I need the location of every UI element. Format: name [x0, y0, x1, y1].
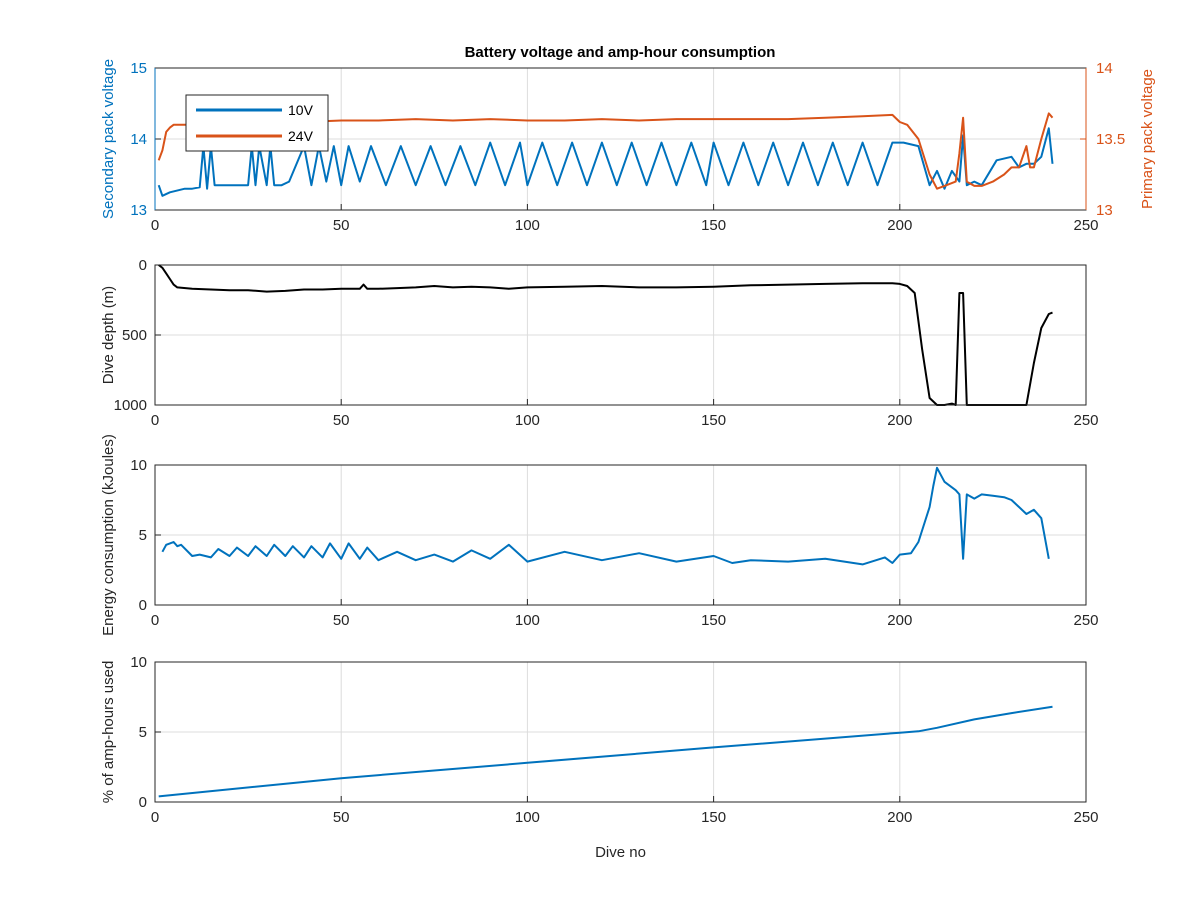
y-tick-label: 1000: [114, 397, 147, 414]
y-tick-label: 13: [130, 202, 147, 219]
y-axis-label: Dive depth (m): [100, 286, 117, 384]
x-tick-label: 0: [151, 809, 159, 826]
series-line-3-1: [161, 466, 1050, 566]
y-tick-label: 5: [139, 527, 147, 544]
y-right-tick-label: 14: [1096, 60, 1113, 77]
x-tick-label: 100: [515, 809, 540, 826]
x-tick-label: 0: [151, 612, 159, 629]
x-tick-label: 150: [701, 217, 726, 234]
y-tick-label: 10: [130, 457, 147, 474]
series-line-4-1: [158, 705, 1053, 798]
subplot-3: 0 50 100 150 200 250 0 5 10 Energy consumption (k…: [100, 434, 1099, 636]
x-tick-label: 250: [1073, 612, 1098, 629]
x-tick-label: 50: [333, 412, 350, 429]
x-tick-label: 150: [701, 412, 726, 429]
y-right-axis-label: Primary pack voltage: [1139, 69, 1156, 209]
subplot-4: 0 50 100 150 200 250 0 5 10 % of amp-hours used Di…: [100, 654, 1099, 861]
y-tick-label: 0: [139, 597, 147, 614]
y-axis-label: % of amp-hours used: [100, 661, 117, 804]
y-tick-label: 15: [130, 60, 147, 77]
legend-box: [185, 94, 329, 152]
legend: 10V 24V: [185, 94, 329, 152]
x-tick-label: 200: [887, 412, 912, 429]
x-tick-label: 200: [887, 612, 912, 629]
legend-entry-10v: 10V: [288, 102, 314, 118]
axes-frame: [154, 464, 1087, 606]
y-tick-label: 0: [139, 794, 147, 811]
x-tick-label: 100: [515, 217, 540, 234]
figure-title: Battery voltage and amp-hour consumption: [465, 44, 776, 61]
x-axis-label: Dive no: [595, 844, 646, 861]
y-tick-label: 10: [130, 654, 147, 671]
y-tick-label: 500: [122, 327, 147, 344]
x-tick-label: 0: [151, 217, 159, 234]
y-axis-label: Energy consumption (kJoules): [100, 434, 117, 636]
axes-frame: [154, 661, 1087, 803]
x-tick-label: 50: [333, 809, 350, 826]
x-tick-label: 50: [333, 217, 350, 234]
x-tick-label: 150: [701, 612, 726, 629]
x-tick-label: 250: [1073, 412, 1098, 429]
axes-frame: [154, 264, 1087, 406]
x-tick-label: 50: [333, 612, 350, 629]
x-tick-label: 250: [1073, 217, 1098, 234]
x-tick-label: 100: [515, 412, 540, 429]
y-right-tick-label: 13.5: [1096, 131, 1125, 148]
x-tick-label: 100: [515, 612, 540, 629]
y-tick-label: 0: [139, 257, 147, 274]
y-axis-label: Secondary pack voltage: [100, 59, 117, 219]
subplot-2: 0 50 100 150 200 250 0 500 1000 Dive depth (m): [100, 257, 1099, 429]
x-tick-label: 200: [887, 217, 912, 234]
x-tick-label: 0: [151, 412, 159, 429]
y-tick-label: 14: [130, 131, 147, 148]
x-tick-label: 150: [701, 809, 726, 826]
y-tick-label: 5: [139, 724, 147, 741]
legend-entry-24v: 24V: [288, 128, 314, 144]
x-tick-label: 250: [1073, 809, 1098, 826]
x-tick-label: 200: [887, 809, 912, 826]
y-right-tick-label: 13: [1096, 202, 1113, 219]
